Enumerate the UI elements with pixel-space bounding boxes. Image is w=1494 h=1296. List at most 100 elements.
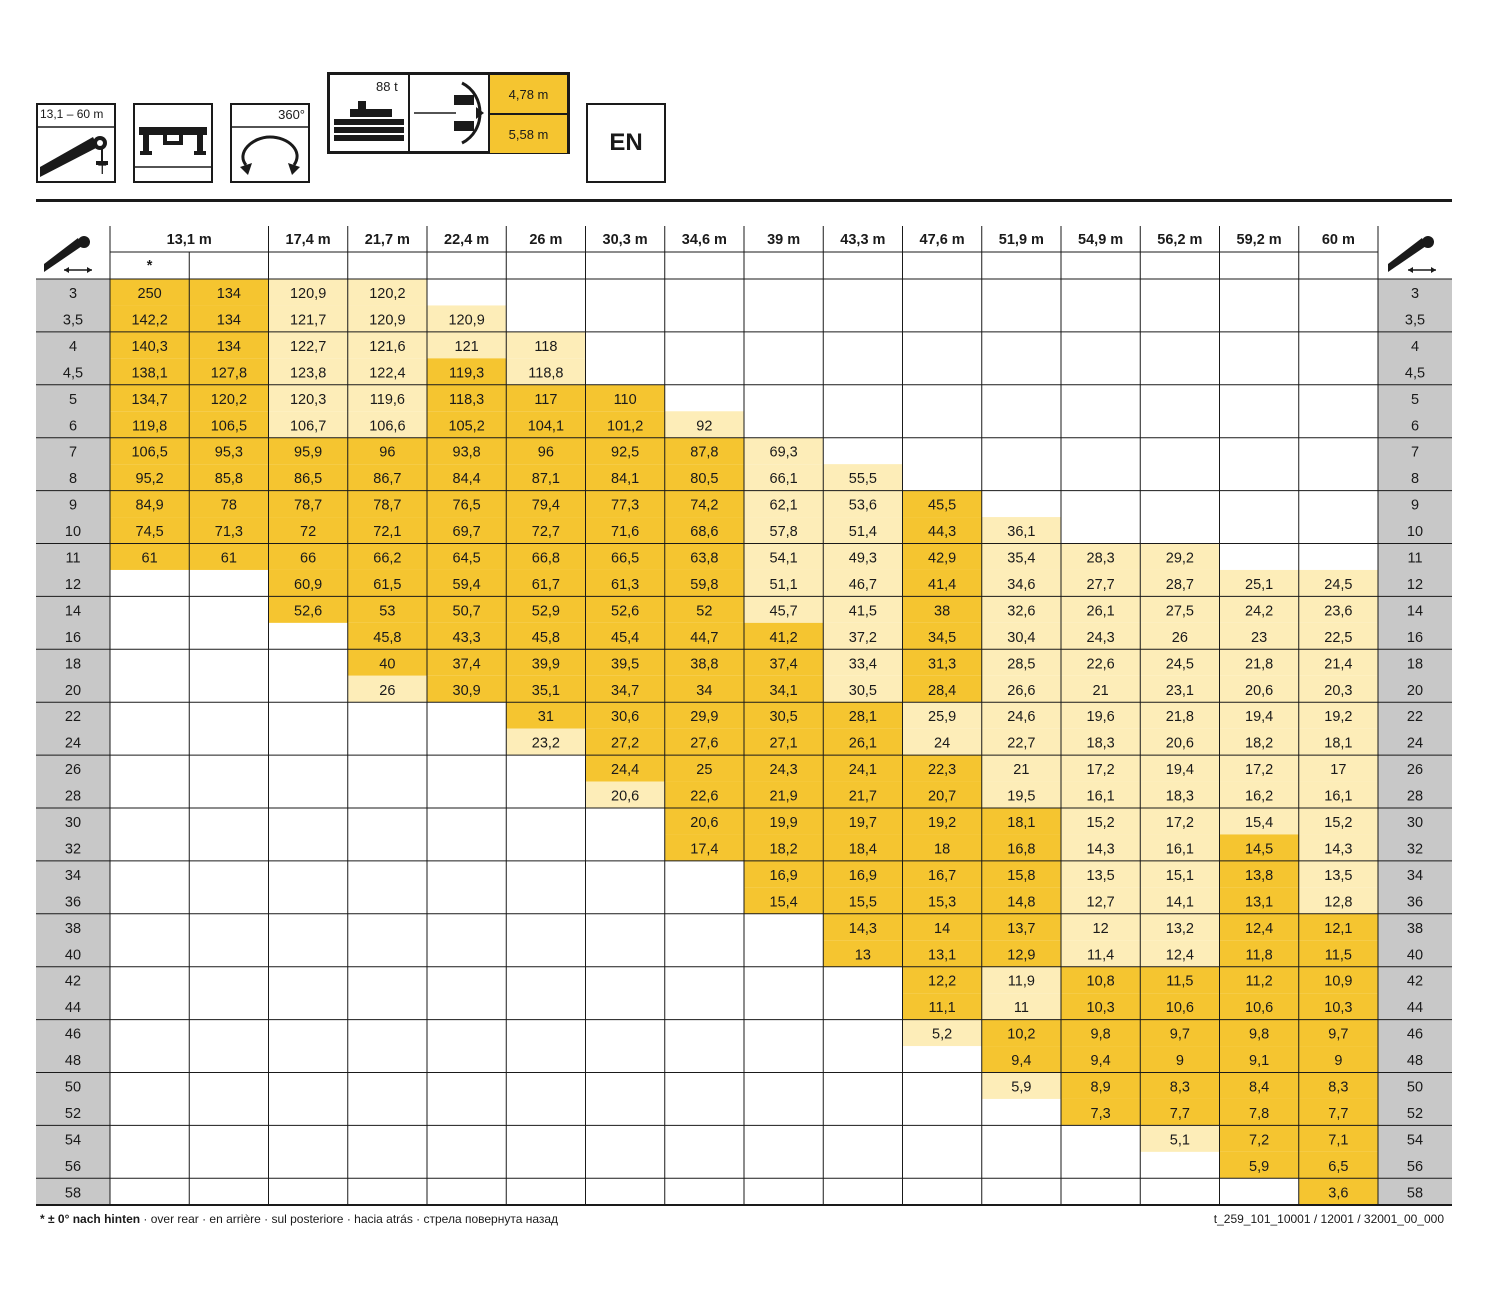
load-cell-bg xyxy=(744,755,824,782)
load-cell-bg xyxy=(664,755,744,782)
load-cell-bg xyxy=(1219,1098,1299,1126)
load-cell-bg xyxy=(1061,966,1141,994)
load-cell-bg xyxy=(110,305,190,332)
load-cell-bg xyxy=(823,860,903,888)
load-value: 20,6 xyxy=(1166,736,1194,752)
load-value: 10,6 xyxy=(1166,1000,1194,1016)
load-value: 39,5 xyxy=(611,656,639,672)
radius-column-left xyxy=(36,279,110,1205)
boom-length-header: 60 m xyxy=(1322,232,1355,248)
radius-label-right: 11 xyxy=(1407,551,1422,567)
load-cell-bg xyxy=(823,728,903,756)
radius-label-left: 50 xyxy=(65,1080,81,1096)
radius-label-left: 16 xyxy=(65,630,81,646)
radius-label-right: 30 xyxy=(1407,815,1423,831)
load-value: 101,2 xyxy=(607,418,643,434)
radius-label-right: 10 xyxy=(1407,524,1423,540)
load-value: 15,4 xyxy=(770,894,798,910)
radius-label-left: 54 xyxy=(65,1132,81,1148)
radius-label-left: 44 xyxy=(65,1000,81,1016)
load-value: 16,8 xyxy=(1007,841,1035,857)
load-cell-bg xyxy=(1061,808,1141,835)
load-value: 28,5 xyxy=(1007,656,1035,672)
load-value: 66 xyxy=(300,551,316,567)
load-cell-bg xyxy=(823,808,903,835)
load-value: 118,8 xyxy=(528,365,563,381)
load-cell-bg xyxy=(189,384,269,412)
radius-label-right: 26 xyxy=(1407,762,1423,778)
load-cell-bg xyxy=(1298,1098,1378,1126)
load-value: 59,8 xyxy=(690,577,718,593)
load-value: 121,7 xyxy=(290,312,326,328)
load-value: 7,3 xyxy=(1091,1106,1111,1122)
load-value: 9,7 xyxy=(1328,1027,1348,1043)
load-value: 26,6 xyxy=(1007,683,1035,699)
radius-label-left: 26 xyxy=(65,762,81,778)
load-value: 12 xyxy=(1093,921,1109,937)
load-value: 22,6 xyxy=(690,789,718,805)
load-cell-bg xyxy=(902,913,982,941)
radius-column-right xyxy=(1378,279,1452,1205)
load-cell-bg xyxy=(1061,940,1141,967)
load-cell-bg xyxy=(664,622,744,650)
load-cell-bg xyxy=(981,781,1061,808)
load-value: 77,3 xyxy=(611,498,639,514)
load-cell-bg xyxy=(1061,887,1141,914)
load-cell-bg xyxy=(744,569,824,597)
load-value: 9,8 xyxy=(1091,1027,1111,1043)
load-value: 18,2 xyxy=(1245,736,1273,752)
load-cell-bg xyxy=(347,411,427,438)
load-value: 52,9 xyxy=(532,603,560,619)
load-value: 21 xyxy=(1013,762,1029,778)
language-box[interactable]: EN xyxy=(586,103,666,183)
boom-length-header: 51,9 m xyxy=(999,232,1044,248)
radius-label-left: 34 xyxy=(65,868,81,884)
load-cell-bg xyxy=(1140,728,1220,756)
radius-label-right: 4 xyxy=(1411,339,1419,355)
load-cell-bg xyxy=(1140,834,1220,861)
load-value: 24,3 xyxy=(1087,630,1115,646)
load-cell-bg xyxy=(189,411,269,438)
load-cell-bg xyxy=(744,437,824,465)
load-value: 44,3 xyxy=(928,524,956,540)
load-cell-bg xyxy=(744,543,824,570)
radius-label-right: 40 xyxy=(1407,947,1423,963)
load-cell-bg xyxy=(981,993,1061,1020)
load-value: 138,1 xyxy=(131,365,167,381)
load-cell-bg xyxy=(427,384,507,412)
load-cell-bg xyxy=(744,781,824,808)
load-value: 84,9 xyxy=(136,498,164,514)
load-value: 41,5 xyxy=(849,603,877,619)
load-value: 16,9 xyxy=(770,868,798,884)
load-cell-bg xyxy=(585,755,665,782)
load-cell-bg xyxy=(902,755,982,782)
counterweight-label: 88 t xyxy=(376,79,398,94)
load-cell-bg xyxy=(1298,966,1378,994)
load-cell-bg xyxy=(902,490,982,518)
load-value: 19,6 xyxy=(1087,709,1115,725)
slewing-box: 360° xyxy=(230,103,310,183)
load-cell-bg xyxy=(506,649,586,676)
load-value: 22,7 xyxy=(1007,736,1035,752)
load-value: 120,9 xyxy=(448,312,484,328)
load-value: 119,3 xyxy=(449,365,484,381)
load-cell-bg xyxy=(585,702,665,729)
load-value: 66,1 xyxy=(770,471,798,487)
load-cell-bg xyxy=(1298,1178,1378,1205)
load-cell-bg xyxy=(1298,596,1378,623)
radius-label-right: 28 xyxy=(1407,789,1423,805)
load-cell-bg xyxy=(268,358,348,385)
load-value: 104,1 xyxy=(528,418,564,434)
load-cell-bg xyxy=(1219,940,1299,967)
radius-label-left: 38 xyxy=(65,921,81,937)
load-value: 41,4 xyxy=(928,577,956,593)
load-cell-bg xyxy=(1219,1019,1299,1047)
load-cell-bg xyxy=(347,569,427,597)
load-cell-bg xyxy=(506,569,586,597)
load-cell-bg xyxy=(1219,702,1299,729)
load-value: 30,9 xyxy=(453,683,481,699)
load-cell-bg xyxy=(902,728,982,756)
load-cell-bg xyxy=(1140,808,1220,835)
load-cell-bg xyxy=(347,279,427,306)
load-value: 31,3 xyxy=(928,656,956,672)
